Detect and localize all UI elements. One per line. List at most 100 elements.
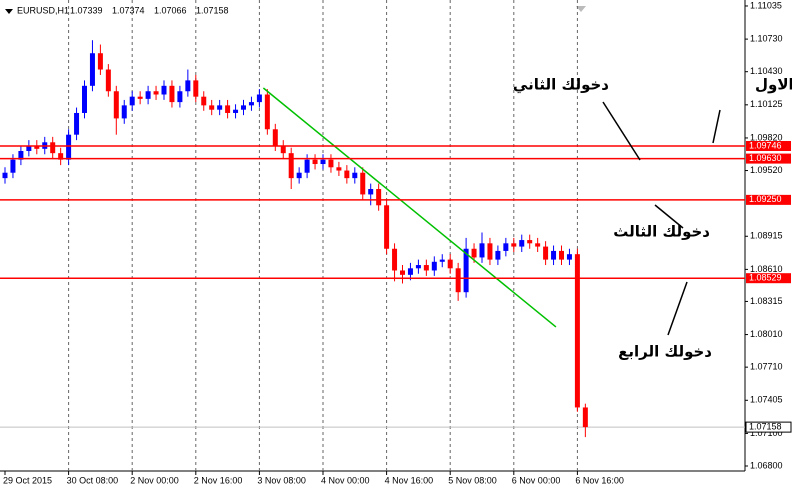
candle-body bbox=[304, 159, 310, 173]
candle-body bbox=[82, 85, 87, 113]
candle-body bbox=[551, 250, 557, 260]
candle-body bbox=[34, 145, 40, 149]
level-label: 1.09746 bbox=[749, 140, 782, 150]
candle-body bbox=[535, 243, 541, 247]
x-tick-label: 4 Nov 00:00 bbox=[321, 475, 370, 485]
y-tick-label: 1.07710 bbox=[750, 362, 783, 372]
candle-body bbox=[217, 105, 223, 110]
x-tick-label: 6 Nov 00:00 bbox=[512, 475, 561, 485]
candle-body bbox=[566, 254, 572, 260]
pointer bbox=[602, 101, 641, 161]
candle-body bbox=[431, 261, 437, 271]
candle-body bbox=[2, 172, 8, 179]
candle-body bbox=[66, 134, 72, 160]
candle-body bbox=[153, 91, 159, 95]
candle-body bbox=[26, 145, 32, 151]
pointers bbox=[602, 101, 721, 336]
x-tick-label: 29 Oct 2015 bbox=[3, 475, 52, 485]
candle-body bbox=[264, 94, 270, 130]
y-tick-label: 1.09520 bbox=[750, 165, 783, 175]
candle-body bbox=[121, 105, 127, 119]
trendline bbox=[262, 87, 557, 328]
candle-body bbox=[527, 240, 533, 244]
y-tick-label: 1.10125 bbox=[750, 99, 783, 109]
candle-body bbox=[463, 248, 469, 293]
candle-body bbox=[487, 243, 493, 260]
candle-body bbox=[248, 102, 254, 106]
candle-body bbox=[169, 85, 175, 103]
x-tick-label: 2 Nov 16:00 bbox=[194, 475, 243, 485]
level-box bbox=[746, 273, 791, 284]
candle-body bbox=[328, 159, 334, 168]
candle-body bbox=[10, 159, 16, 173]
candle-body bbox=[18, 150, 24, 160]
level-box bbox=[746, 140, 791, 151]
pointer bbox=[667, 281, 688, 336]
shift-marker bbox=[576, 6, 586, 12]
level-label: 1.09630 bbox=[749, 153, 782, 163]
candle-body bbox=[145, 91, 151, 99]
annotation: دخولك الاول bbox=[755, 76, 792, 94]
y-tick-label: 1.10430 bbox=[750, 66, 783, 76]
candle-body bbox=[352, 172, 358, 179]
annotation: دخولك الرابع bbox=[618, 343, 712, 361]
level-box bbox=[746, 194, 791, 205]
menu-arrow[interactable] bbox=[5, 9, 13, 14]
x-tick-label: 4 Nov 16:00 bbox=[385, 475, 434, 485]
candle-body bbox=[423, 265, 429, 271]
candle-body bbox=[209, 105, 215, 110]
candle-body bbox=[543, 246, 549, 260]
candle-body bbox=[225, 105, 231, 113]
level-label: 1.09250 bbox=[749, 194, 782, 204]
y-tick-label: 1.07405 bbox=[750, 395, 783, 405]
candle-body bbox=[256, 94, 262, 103]
y-tick-label: 1.08010 bbox=[750, 329, 783, 339]
x-tick-label: 6 Nov 16:00 bbox=[575, 475, 624, 485]
candle-body bbox=[336, 167, 342, 171]
candle-body bbox=[233, 109, 239, 113]
header-low: 1.07066 bbox=[154, 5, 187, 15]
y-tick-label: 1.08915 bbox=[750, 231, 783, 241]
candle-body bbox=[392, 248, 398, 271]
candle-body bbox=[137, 96, 143, 99]
candle-body bbox=[360, 172, 366, 195]
level-label: 1.08529 bbox=[749, 273, 782, 283]
candle-body bbox=[511, 243, 517, 247]
y-tick-label: 1.06800 bbox=[750, 460, 783, 470]
candle-body bbox=[58, 153, 64, 160]
candle-body bbox=[272, 129, 278, 146]
candle-body bbox=[471, 248, 477, 258]
candle-body bbox=[89, 53, 95, 86]
candle-body bbox=[455, 268, 461, 293]
candle-body bbox=[344, 170, 350, 179]
candle-body bbox=[312, 159, 318, 165]
candle-body bbox=[559, 250, 564, 260]
y-tick-label: 1.10730 bbox=[750, 33, 783, 43]
x-tick-label: 2 Nov 00:00 bbox=[130, 475, 179, 485]
candle-body bbox=[113, 91, 119, 119]
price-box bbox=[745, 421, 792, 433]
price-label: 1.07158 bbox=[749, 421, 782, 431]
candle-body bbox=[129, 96, 135, 106]
candle-body bbox=[415, 265, 421, 269]
candle-body bbox=[407, 268, 413, 275]
candle-body bbox=[105, 69, 111, 92]
candle-body bbox=[495, 250, 501, 260]
candle-body bbox=[400, 270, 405, 275]
candle-body bbox=[376, 189, 382, 206]
candle-body bbox=[97, 53, 103, 70]
symbol: EURUSD,H1 bbox=[17, 5, 69, 15]
candle-body bbox=[288, 153, 294, 179]
candle-body bbox=[320, 159, 326, 165]
candle-body bbox=[447, 259, 453, 269]
pointer bbox=[712, 109, 721, 144]
candle-body bbox=[439, 259, 445, 262]
candle-body bbox=[185, 80, 191, 92]
header-open: 1.07339 bbox=[70, 5, 103, 15]
y-tick-label: 1.08315 bbox=[750, 296, 783, 306]
candle-body bbox=[503, 243, 509, 251]
candle-body bbox=[201, 96, 207, 106]
y-tick-label: 1.09820 bbox=[750, 132, 783, 142]
y-tick-label: 1.08610 bbox=[750, 264, 783, 274]
